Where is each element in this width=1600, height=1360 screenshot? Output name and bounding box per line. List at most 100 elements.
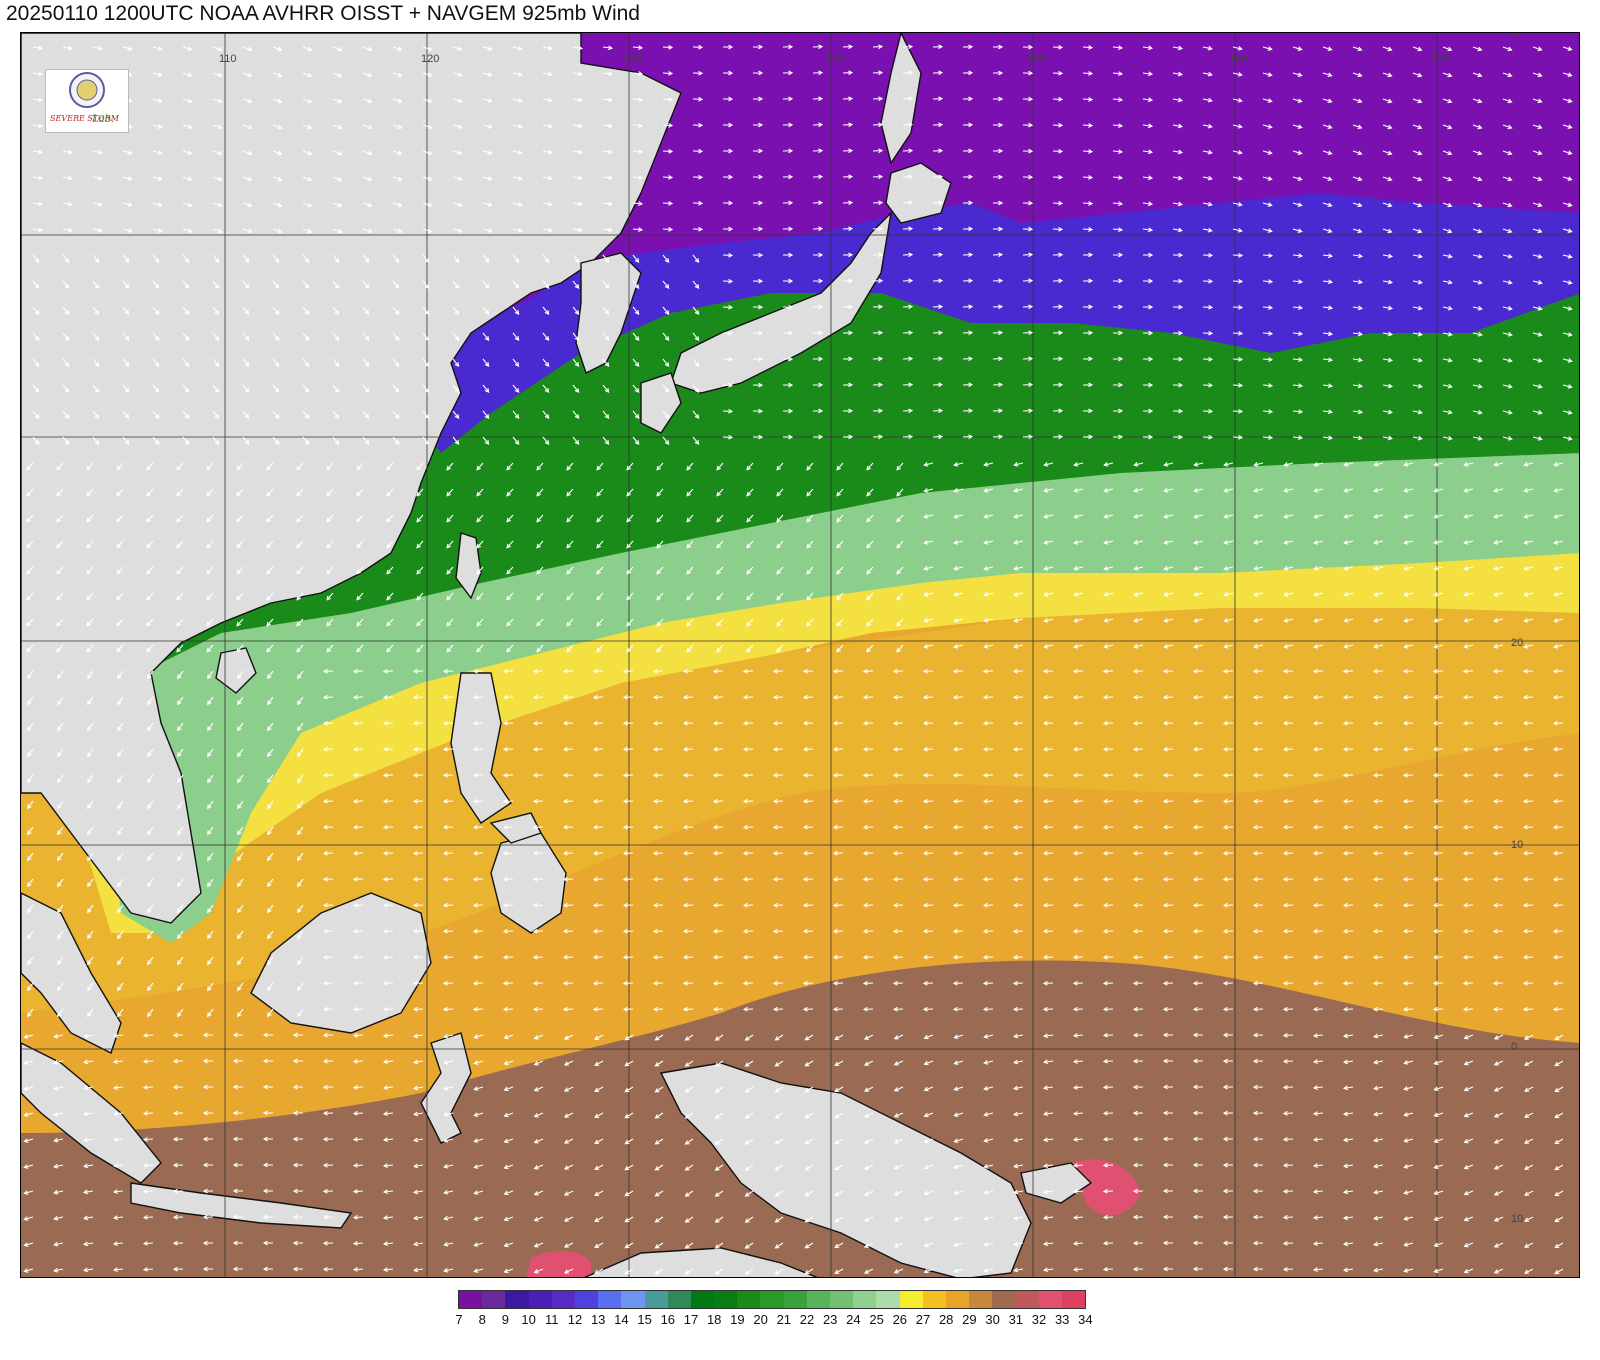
wind-arrow [87,748,94,758]
wind-arrow [182,46,193,52]
wind-arrow [1112,97,1124,103]
wind-arrow [117,904,124,914]
wind-arrow [297,904,304,914]
colorbar-tick-label: 9 [501,1312,510,1327]
wind-arrow [532,928,544,934]
wind-arrow [902,304,914,310]
wind-arrow [624,1268,634,1275]
map-panel[interactable]: SEVERE STORM Lab. 110 120 130 140 150 16… [20,32,1580,1278]
wind-arrow [26,488,34,497]
wind-arrow [442,720,454,726]
wind-arrow [1462,668,1474,674]
wind-arrow [1432,928,1444,934]
wind-arrow [832,954,844,960]
wind-arrow [1222,694,1234,700]
wind-arrow [152,384,160,393]
wind-arrow [1072,668,1084,674]
wind-arrow [652,720,664,726]
wind-arrow [1043,644,1054,649]
wind-arrow [744,1060,754,1067]
wind-arrow [1012,798,1024,804]
wind-arrow [476,488,484,497]
wind-arrow [206,644,214,653]
wind-arrow [1322,331,1334,337]
wind-arrow [26,514,34,523]
wind-arrow [62,149,73,155]
wind-arrow [962,122,974,128]
wind-arrow [832,876,844,882]
wind-arrow [362,124,373,130]
wind-arrow [142,1110,154,1116]
wind-arrow [1192,980,1204,986]
wind-arrow [952,798,964,804]
wind-arrow [952,772,964,778]
wind-arrow [1162,720,1174,726]
colorbar-tick-label: 20 [753,1312,768,1327]
wind-arrow [982,876,994,882]
wind-arrow [983,1164,994,1169]
wind-arrow [872,408,884,414]
wind-arrow [1163,566,1174,571]
wind-arrow [1373,1241,1384,1247]
wind-arrow [1373,1137,1384,1143]
wind-arrow [532,772,544,778]
wind-arrow [1252,824,1264,830]
wind-arrow [412,902,424,908]
wind-arrow [536,514,544,523]
wind-arrow [752,330,764,336]
wind-arrow [1522,798,1534,804]
wind-arrow [1562,46,1573,51]
wind-arrow [1382,409,1393,415]
wind-arrow [1112,356,1124,362]
wind-arrow [1343,566,1354,571]
colorbar-swatch [598,1291,622,1308]
wind-arrow [532,668,544,674]
wind-arrow [1553,514,1564,519]
wind-arrow [594,1164,604,1170]
wind-arrow [352,1241,364,1246]
wind-arrow [983,1216,994,1221]
wind-arrow [1532,332,1543,337]
wind-arrow [804,1216,814,1223]
wind-arrow [1013,1241,1024,1247]
wind-arrow [1042,954,1054,960]
wind-arrow [902,70,914,76]
wind-arrow [1073,540,1084,545]
wind-arrow [1342,746,1354,752]
wind-arrow [662,332,670,341]
wind-arrow [82,1111,94,1117]
wind-arrow [686,488,694,497]
wind-arrow [1403,1086,1414,1091]
wind-arrow [953,1112,964,1117]
wind-arrow [502,824,514,830]
wind-arrow [1492,980,1504,986]
wind-arrow [86,644,94,653]
wind-arrow [503,1138,514,1144]
wind-arrow [863,1086,874,1092]
wind-arrow [776,592,784,601]
wind-arrow [806,514,814,523]
wind-arrow [26,592,34,601]
wind-arrow [392,98,403,104]
wind-arrow [386,462,394,471]
wind-arrow [292,1162,304,1168]
wind-arrow [1022,434,1034,440]
wind-arrow [202,1136,214,1142]
wind-arrow [117,826,124,836]
wind-arrow [32,175,44,181]
wind-arrow [572,410,580,419]
wind-arrow [563,1164,574,1170]
wind-arrow [416,488,424,497]
wind-arrow [982,798,994,804]
wind-arrow [983,462,994,467]
wind-arrow [602,201,614,207]
wind-arrow [1162,1240,1174,1246]
wind-arrow [1492,876,1504,882]
wind-arrow [804,1164,814,1171]
wind-arrow [834,1112,844,1119]
wind-arrow [602,123,614,129]
wind-arrow [772,720,784,726]
wind-arrow [1532,176,1543,182]
wind-arrow [1072,694,1084,700]
wind-arrow [1442,72,1453,78]
